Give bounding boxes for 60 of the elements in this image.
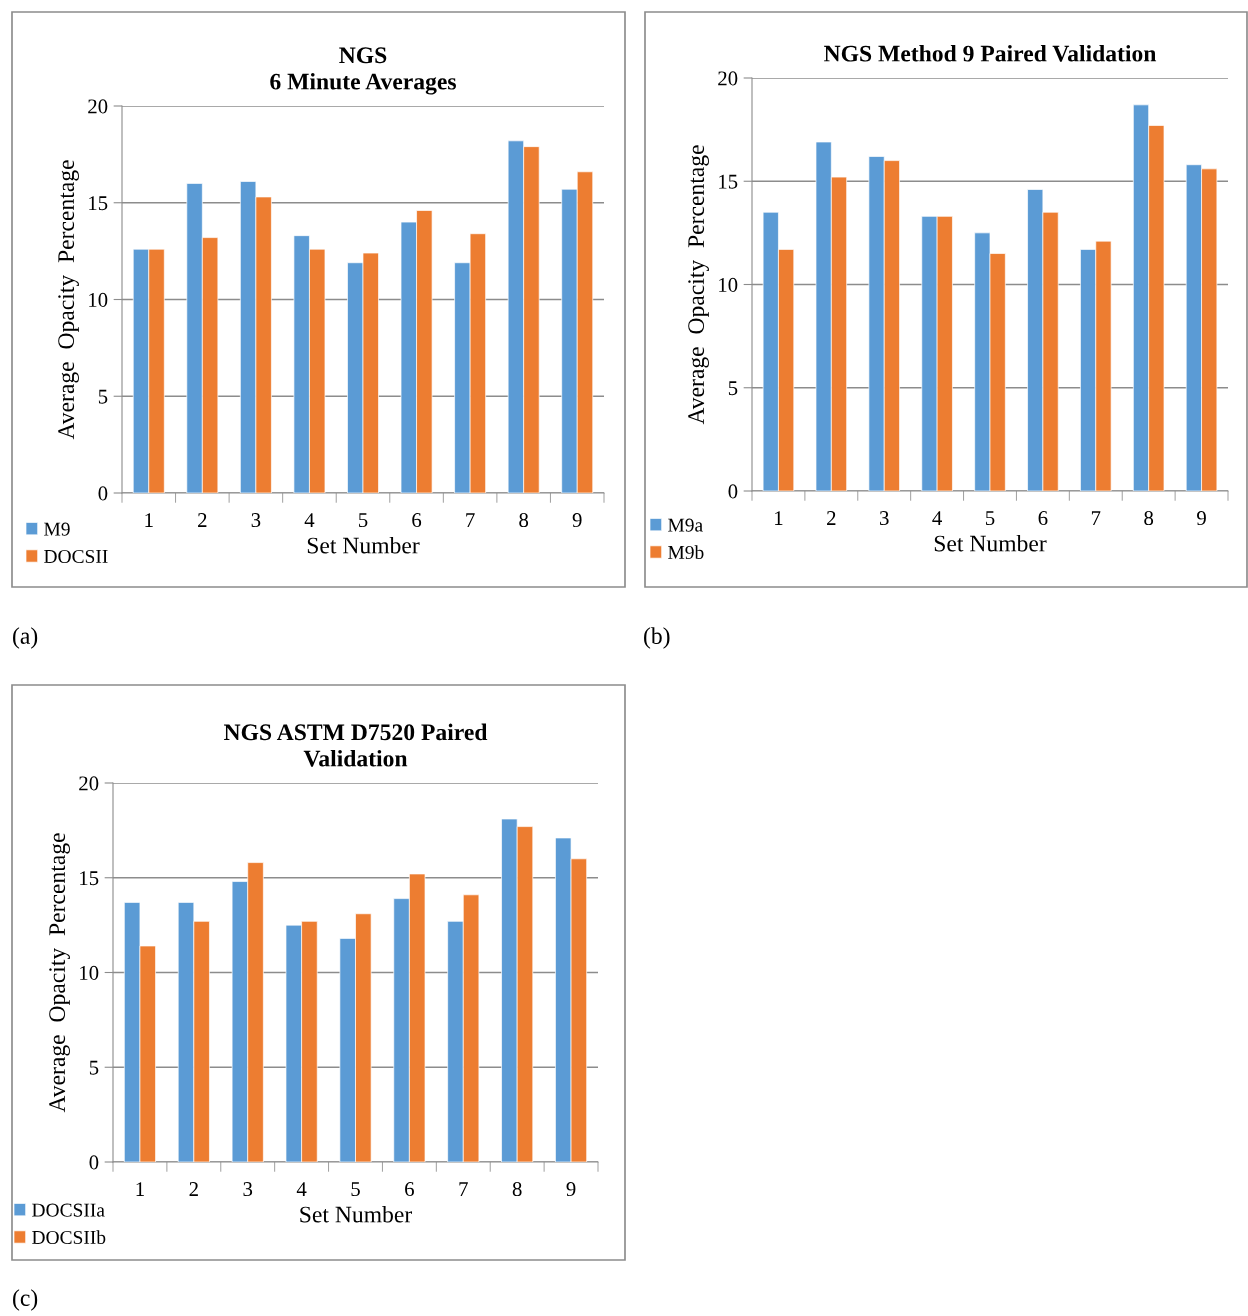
x-tick-label: 9 bbox=[572, 513, 582, 528]
legend-label: DOCSIIb bbox=[32, 1230, 106, 1245]
x-tick-label: 3 bbox=[243, 1182, 253, 1197]
y-tick-label: 0 bbox=[728, 484, 738, 499]
y-tick-label: 20 bbox=[718, 71, 738, 86]
x-tick-label: 9 bbox=[1197, 511, 1206, 526]
x-tick-label: 6 bbox=[405, 1182, 414, 1197]
x-tick-label: 7 bbox=[459, 1182, 468, 1196]
x-axis-title: Set Number bbox=[934, 534, 1047, 552]
x-tick-label: 3 bbox=[251, 513, 261, 528]
x-tick-label: 8 bbox=[1144, 511, 1154, 526]
x-tick-label: 7 bbox=[466, 513, 475, 527]
x-tick-label: 2 bbox=[198, 513, 207, 527]
x-tick-label: 4 bbox=[296, 1182, 307, 1196]
y-tick-label: 0 bbox=[98, 486, 108, 501]
y-tick-label: 20 bbox=[88, 99, 108, 114]
y-tick-label: 5 bbox=[98, 389, 108, 404]
x-tick-label: 7 bbox=[1091, 511, 1101, 525]
x-tick-label: 1 bbox=[136, 1182, 144, 1196]
x-tick-label: 9 bbox=[566, 1182, 576, 1197]
x-tick-label: 6 bbox=[412, 513, 422, 528]
y-axis-title: Average Opacity Percentage bbox=[688, 145, 709, 425]
text: (b) bbox=[644, 627, 670, 649]
x-axis-title: Set Number bbox=[307, 536, 420, 554]
x-tick-label: 1 bbox=[775, 511, 783, 525]
x-tick-label: 4 bbox=[304, 513, 315, 527]
x-tick-label: 3 bbox=[880, 511, 889, 526]
legend-label: DOCSIIa bbox=[32, 1203, 105, 1217]
y-tick-label: 15 bbox=[719, 174, 738, 189]
chart-title: NGS ASTM D7520 Paired Validation bbox=[223, 723, 488, 767]
x-tick-label: 4 bbox=[932, 511, 942, 525]
y-tick-label: 15 bbox=[80, 871, 99, 886]
y-tick-label: 10 bbox=[89, 292, 108, 307]
legend-label: M9b bbox=[668, 545, 704, 560]
legend-label: M9a bbox=[668, 518, 703, 532]
y-tick-label: 0 bbox=[89, 1155, 99, 1170]
x-tick-label: 6 bbox=[1038, 511, 1048, 526]
text: (a) bbox=[13, 627, 38, 649]
legend-label: DOCSII bbox=[44, 549, 108, 564]
y-tick-label: 5 bbox=[89, 1060, 99, 1075]
x-tick-label: 1 bbox=[145, 513, 153, 527]
chart-title: NGS 6 Minute Averages bbox=[270, 47, 456, 95]
text: (c) bbox=[13, 1289, 38, 1311]
x-tick-label: 8 bbox=[512, 1182, 522, 1197]
chart-title: NGS Method 9 Paired Validation bbox=[824, 44, 1157, 62]
x-tick-label: 5 bbox=[986, 511, 995, 526]
y-axis-title: Average Opacity Percentage bbox=[58, 160, 79, 440]
x-tick-label: 2 bbox=[827, 511, 836, 525]
x-tick-label: 5 bbox=[359, 513, 368, 528]
x-tick-label: 8 bbox=[519, 513, 529, 528]
x-tick-label: 5 bbox=[351, 1182, 360, 1197]
legend-label: M9 bbox=[44, 522, 70, 536]
y-axis-title: Average Opacity Percentage bbox=[49, 833, 70, 1113]
y-tick-label: 5 bbox=[728, 381, 738, 396]
y-tick-label: 10 bbox=[719, 277, 738, 292]
y-tick-label: 15 bbox=[89, 196, 108, 211]
x-axis-title: Set Number bbox=[300, 1205, 413, 1223]
y-tick-label: 10 bbox=[80, 965, 99, 980]
y-tick-label: 20 bbox=[79, 776, 99, 791]
x-tick-label: 2 bbox=[189, 1182, 198, 1196]
